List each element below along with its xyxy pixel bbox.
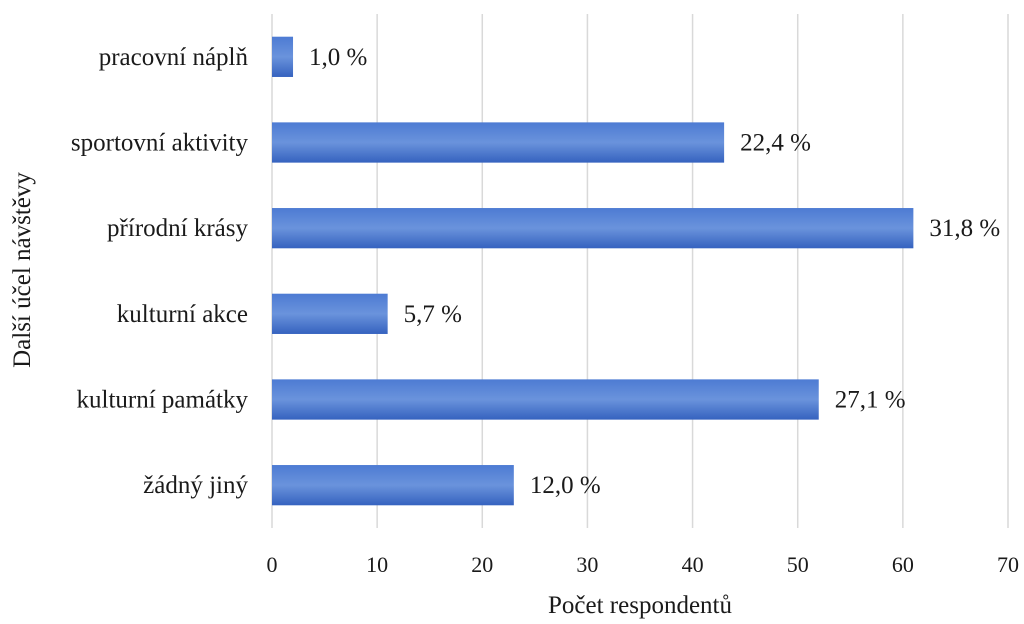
x-axis-title: Počet respondentů (548, 592, 732, 619)
grid-lines (271, 14, 1009, 528)
x-tick-label-20: 20 (471, 552, 493, 577)
category-label-1: sportovní aktivity (71, 130, 249, 157)
x-tick-label-10: 10 (366, 552, 388, 577)
data-label-4: 27,1 % (835, 387, 906, 414)
category-label-0: pracovní náplň (99, 44, 249, 71)
data-label-1: 22,4 % (740, 130, 811, 157)
data-label-0: 1,0 % (309, 44, 367, 71)
data-label-3: 5,7 % (404, 301, 462, 328)
category-label-3: kulturní akce (117, 301, 248, 328)
y-axis-title: Další účel návštěvy (9, 172, 36, 368)
category-label-5: žádný jiný (143, 472, 248, 499)
category-label-2: přírodní krásy (107, 215, 248, 242)
bar-5 (272, 465, 514, 506)
bar-2 (272, 208, 914, 249)
x-tick-label-40: 40 (682, 552, 704, 577)
x-tick-label-0: 0 (267, 552, 278, 577)
x-tick-label-30: 30 (576, 552, 598, 577)
x-tick-label-60: 60 (892, 552, 914, 577)
category-label-4: kulturní památky (77, 387, 249, 414)
data-label-5: 12,0 % (530, 472, 601, 499)
x-tick-label-70: 70 (997, 552, 1019, 577)
bar-1 (272, 122, 725, 163)
bar-0 (272, 36, 294, 77)
data-label-2: 31,8 % (929, 215, 1000, 242)
x-tick-label-50: 50 (787, 552, 809, 577)
labels: 0 10 20 30 40 50 60 70 pracovní náplň 1,0 % sporto… (71, 44, 1019, 577)
bars (272, 36, 914, 506)
bar-3 (272, 293, 388, 334)
bar-4 (272, 379, 819, 420)
